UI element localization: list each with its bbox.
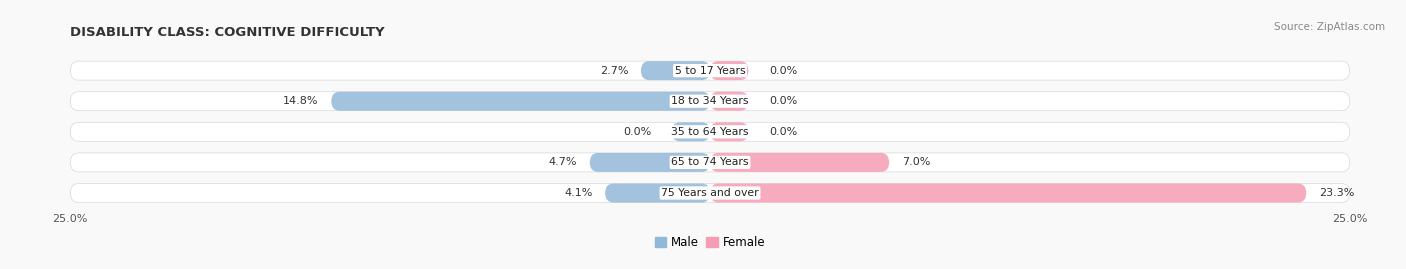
Text: 2.7%: 2.7% bbox=[599, 66, 628, 76]
FancyBboxPatch shape bbox=[70, 122, 1350, 141]
Text: 0.0%: 0.0% bbox=[769, 96, 797, 106]
FancyBboxPatch shape bbox=[641, 61, 710, 80]
Text: 75 Years and over: 75 Years and over bbox=[661, 188, 759, 198]
Text: 23.3%: 23.3% bbox=[1319, 188, 1354, 198]
Text: 4.1%: 4.1% bbox=[564, 188, 592, 198]
FancyBboxPatch shape bbox=[710, 61, 748, 80]
FancyBboxPatch shape bbox=[332, 92, 710, 111]
Text: 5 to 17 Years: 5 to 17 Years bbox=[675, 66, 745, 76]
Text: 18 to 34 Years: 18 to 34 Years bbox=[671, 96, 749, 106]
Text: 7.0%: 7.0% bbox=[903, 157, 931, 167]
Text: Source: ZipAtlas.com: Source: ZipAtlas.com bbox=[1274, 22, 1385, 31]
Text: 4.7%: 4.7% bbox=[548, 157, 576, 167]
Text: 35 to 64 Years: 35 to 64 Years bbox=[671, 127, 749, 137]
FancyBboxPatch shape bbox=[70, 61, 1350, 80]
FancyBboxPatch shape bbox=[672, 122, 710, 141]
FancyBboxPatch shape bbox=[589, 153, 710, 172]
FancyBboxPatch shape bbox=[710, 92, 748, 111]
FancyBboxPatch shape bbox=[710, 122, 748, 141]
FancyBboxPatch shape bbox=[70, 153, 1350, 172]
FancyBboxPatch shape bbox=[605, 183, 710, 203]
Text: 65 to 74 Years: 65 to 74 Years bbox=[671, 157, 749, 167]
Text: 14.8%: 14.8% bbox=[283, 96, 319, 106]
FancyBboxPatch shape bbox=[710, 183, 1306, 203]
Text: 0.0%: 0.0% bbox=[769, 66, 797, 76]
Text: 0.0%: 0.0% bbox=[623, 127, 651, 137]
Text: DISABILITY CLASS: COGNITIVE DIFFICULTY: DISABILITY CLASS: COGNITIVE DIFFICULTY bbox=[70, 26, 385, 38]
FancyBboxPatch shape bbox=[70, 92, 1350, 111]
FancyBboxPatch shape bbox=[70, 183, 1350, 203]
FancyBboxPatch shape bbox=[710, 153, 889, 172]
Text: 0.0%: 0.0% bbox=[769, 127, 797, 137]
Legend: Male, Female: Male, Female bbox=[650, 231, 770, 254]
